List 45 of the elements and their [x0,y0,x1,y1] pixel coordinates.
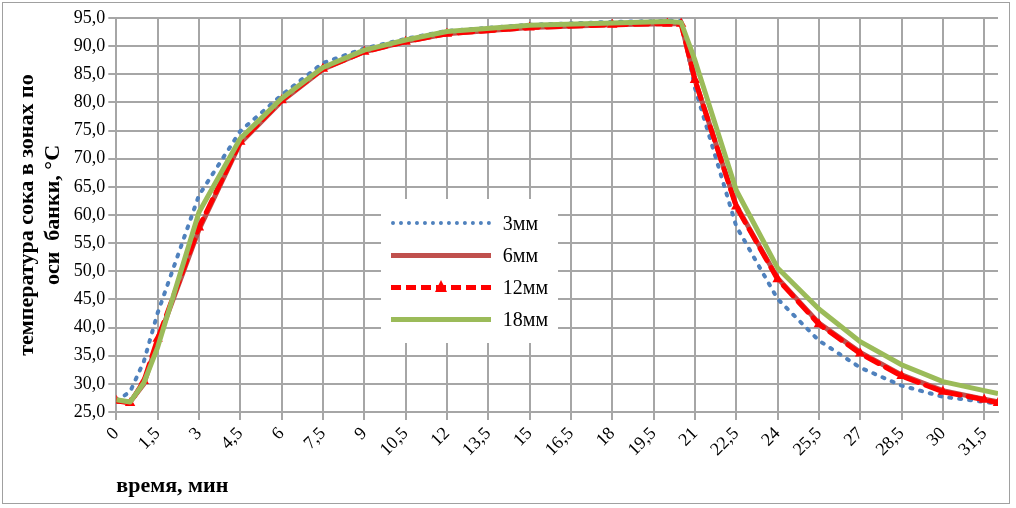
x-tick-label: 1,5 [133,422,164,453]
legend-label: 6мм [502,243,539,267]
y-tick-label: 40,0 [73,316,106,337]
x-tick-label: 30 [922,422,950,450]
x-tick-label: 28,5 [871,422,908,460]
x-tick-label: 19,5 [623,422,660,460]
y-tick-label: 55,0 [73,231,106,252]
x-axis-title: время, мин [116,472,229,498]
x-tick-label: 13,5 [458,422,495,460]
y-tick-label: 70,0 [73,147,106,168]
point [855,347,866,357]
x-tick-label: 24 [756,422,784,450]
x-tick-label: 6 [267,422,288,444]
x-tick-label: 25,5 [788,422,826,460]
y-tick-label: 90,0 [73,34,106,55]
x-tick-label: 18 [591,422,619,450]
y-tick-label: 35,0 [73,344,106,365]
y-tick-label: 60,0 [73,203,106,224]
x-tick-label: 27 [839,422,867,450]
legend-label: 12мм [502,275,549,299]
y-tick-label: 75,0 [73,119,106,140]
x-tick-label: 16,5 [540,422,578,460]
y-tick-label: 80,0 [73,91,106,112]
x-tick-label: 3 [184,422,206,444]
y-tick-label: 25,0 [73,400,106,421]
x-tick-label: 15 [508,422,536,450]
y-tick-label: 85,0 [73,63,106,84]
x-tick-label: 10,5 [375,422,412,460]
x-tick-label: 21 [674,422,702,450]
y-tick-label: 50,0 [73,260,106,281]
x-tick-label: 22,5 [706,422,743,460]
x-tick-label: 4,5 [216,422,247,453]
y-tick-label: 30,0 [73,372,106,393]
legend-label: 18мм [502,307,549,331]
y-tick-label: 45,0 [73,288,106,309]
legend-label: 3мм [502,211,539,235]
y-tick-label: 95,0 [73,6,106,27]
x-tick-label: 31,5 [953,422,991,460]
point [772,273,783,283]
x-tick-label: 12 [426,422,454,450]
x-tick-label: 9 [349,422,371,444]
y-axis-title: температура сока в зонах по оси банки, °C [12,74,65,356]
x-tick-label: 7,5 [299,422,330,453]
y-tick-label: 65,0 [73,175,106,196]
x-tick-label: 0 [101,422,123,444]
